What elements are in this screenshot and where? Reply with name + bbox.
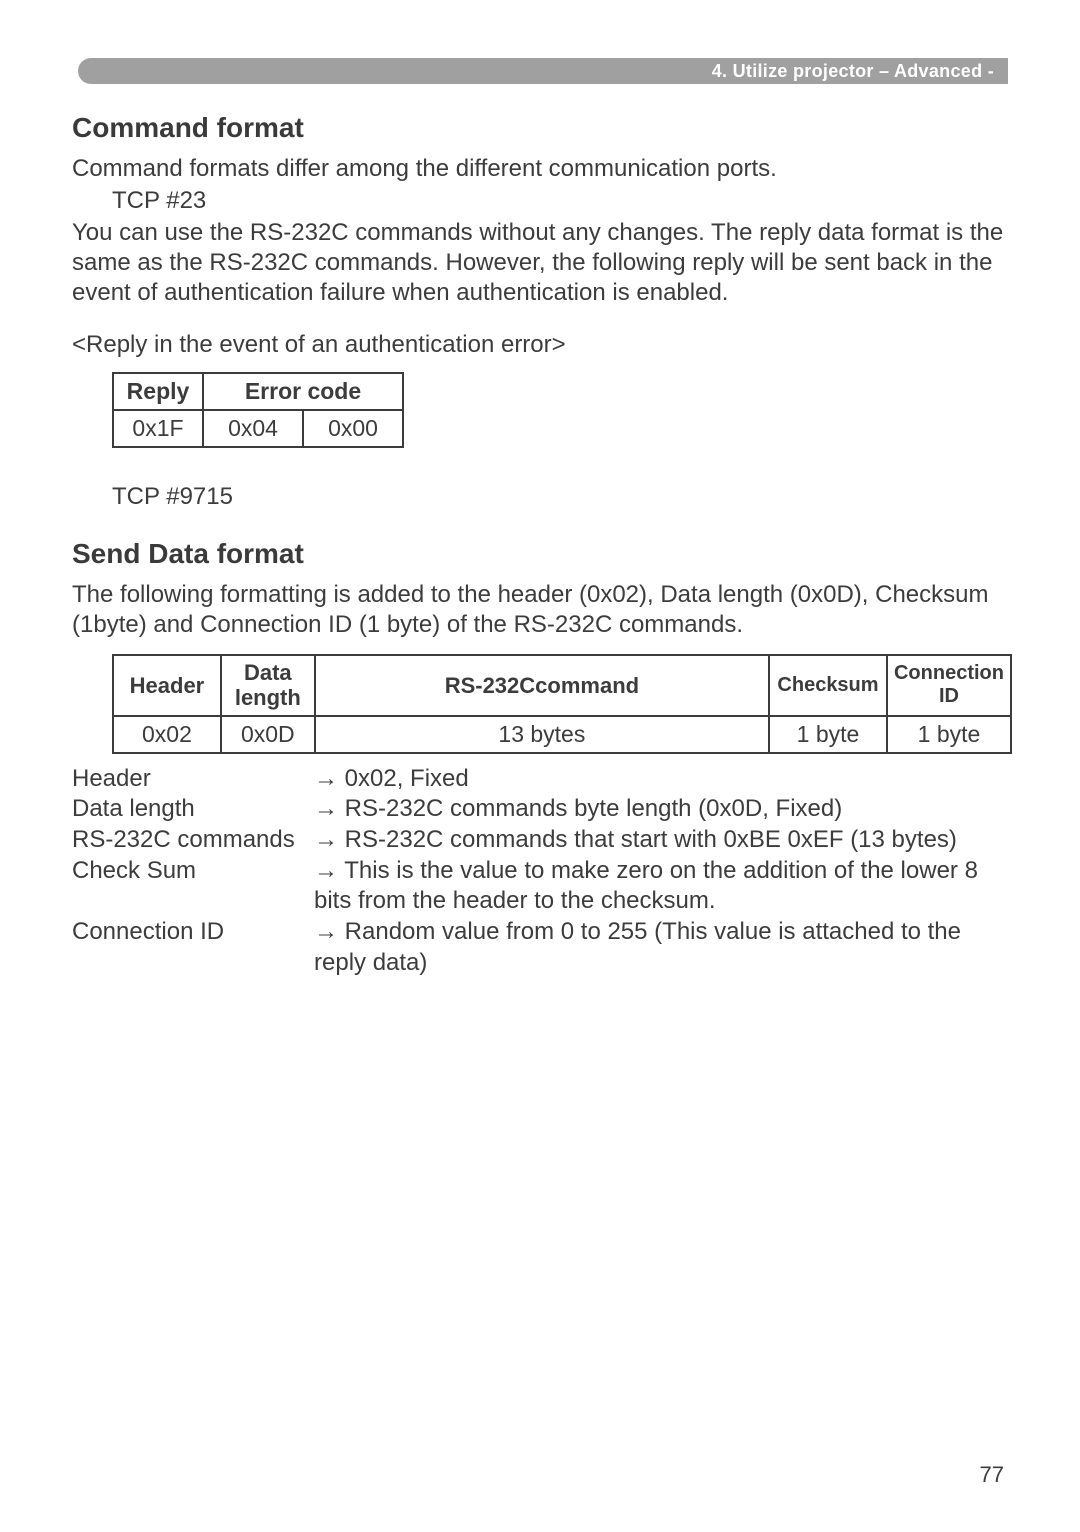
def-val: → 0x02, Fixed [314,764,1008,795]
send-td: 0x02 [113,716,221,753]
send-data-format-paragraph: The following formatting is added to the… [72,580,1008,640]
chapter-header-text: 4. Utilize projector – Advanced - [712,61,994,82]
def-row: Check Sum → This is the value to make ze… [72,856,1008,917]
send-th: RS-232Ccommand [315,655,769,716]
def-key: Connection ID [72,917,314,978]
command-format-paragraph: You can use the RS-232C commands without… [72,218,1008,308]
command-format-intro: Command formats differ among the differe… [72,154,1008,184]
tcp9715-label: TCP #9715 [72,482,1008,512]
auth-error-subheader: <Reply in the event of an authentication… [72,330,1008,360]
def-val: → This is the value to make zero on the … [314,856,1008,917]
def-key: Header [72,764,314,795]
table-row: 0x02 0x0D 13 bytes 1 byte 1 byte [113,716,1011,753]
def-val: → RS-232C commands that start with 0xBE … [314,825,1008,856]
def-key: Data length [72,794,314,825]
send-td: 1 byte [887,716,1011,753]
errorcode-header: Error code [203,373,403,410]
def-row: Connection ID → Random value from 0 to 2… [72,917,1008,978]
def-key: RS-232C commands [72,825,314,856]
table-row: Header Data length RS-232Ccommand Checks… [113,655,1011,716]
page-number: 77 [980,1462,1004,1488]
reply-header: Reply [113,373,203,410]
def-val: → Random value from 0 to 255 (This value… [314,917,1008,978]
send-th: Connection ID [887,655,1011,716]
send-th: Data length [221,655,315,716]
table-row: 0x1F 0x04 0x00 [113,410,403,447]
page: 4. Utilize projector – Advanced - Comman… [0,0,1080,1532]
send-data-format-heading: Send Data format [72,538,1008,570]
def-val: → RS-232C commands byte length (0x0D, Fi… [314,794,1008,825]
def-row: RS-232C commands → RS-232C commands that… [72,825,1008,856]
send-th: Checksum [769,655,887,716]
errorcode-cell: 0x04 [203,410,303,447]
table-row: Reply Error code [113,373,403,410]
chapter-header-bar: 4. Utilize projector – Advanced - [78,58,1008,84]
errorcode-cell: 0x00 [303,410,403,447]
send-th: Header [113,655,221,716]
reply-cell: 0x1F [113,410,203,447]
send-data-table: Header Data length RS-232Ccommand Checks… [112,654,1012,754]
def-row: Header → 0x02, Fixed [72,764,1008,795]
send-td: 1 byte [769,716,887,753]
definitions-list: Header → 0x02, Fixed Data length → RS-23… [72,764,1008,979]
auth-error-table: Reply Error code 0x1F 0x04 0x00 [112,372,404,448]
def-row: Data length → RS-232C commands byte leng… [72,794,1008,825]
tcp23-label: TCP #23 [72,186,1008,216]
send-td: 0x0D [221,716,315,753]
def-key: Check Sum [72,856,314,917]
send-td: 13 bytes [315,716,769,753]
command-format-heading: Command format [72,112,1008,144]
